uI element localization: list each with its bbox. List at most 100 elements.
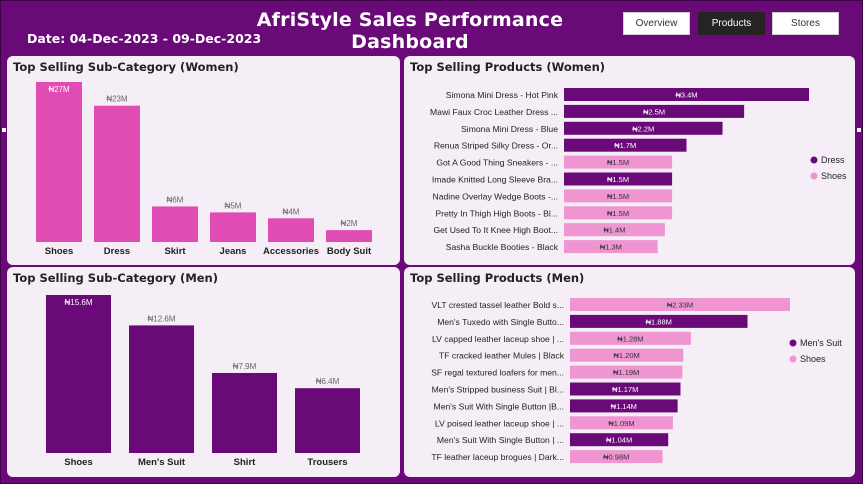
category-label: Jeans — [220, 246, 247, 257]
stores-button[interactable]: Stores — [772, 12, 839, 35]
data-label: ₦5M — [225, 201, 242, 210]
data-label: ₦15.6M — [64, 298, 92, 307]
legend-swatch — [789, 339, 797, 347]
legend-label: Shoes — [821, 171, 847, 181]
data-label: ₦6.4M — [316, 377, 340, 386]
data-label: ₦1.19M — [613, 368, 639, 377]
category-label: Men's Suit With Single Button |B... — [434, 401, 564, 411]
data-label: ₦23M — [106, 95, 128, 104]
category-label: LV poised leather laceup shoe | ... — [435, 418, 564, 428]
category-label: Nadine Overlay Wedge Boots -... — [433, 191, 558, 201]
data-label: ₦2.33M — [667, 301, 693, 310]
category-label: Sasha Buckle Booties - Black — [446, 242, 559, 252]
category-label: Dress — [104, 246, 130, 257]
data-label: ₦2.5M — [643, 107, 665, 116]
data-label: ₦0.98M — [603, 453, 629, 462]
legend-swatch — [810, 156, 818, 164]
data-label: ₦27M — [48, 85, 70, 94]
data-label: ₦4M — [283, 207, 300, 216]
bar — [564, 206, 673, 220]
bar — [129, 325, 194, 453]
men-subcategory-panel: Top Selling Sub-Category (Men) ₦15.6M Sho… — [7, 267, 400, 477]
category-label: Skirt — [164, 246, 186, 257]
category-label: LV capped leather laceup shoe | ... — [432, 334, 564, 344]
data-label: ₦1.3M — [600, 243, 622, 252]
bar — [570, 450, 663, 464]
page-edge-marker — [857, 128, 861, 132]
data-label: ₦1.7M — [614, 141, 636, 150]
data-label: ₦1.5M — [607, 175, 629, 184]
bar — [46, 295, 111, 453]
category-label: Shoes — [45, 246, 74, 257]
data-label: ₦1.5M — [607, 192, 629, 201]
category-label: Got A Good Thing Sneakers - ... — [436, 158, 558, 168]
bar — [570, 365, 683, 379]
category-label: Mawi Faux Croc Leather Dress ... — [430, 107, 558, 117]
bar — [326, 230, 372, 242]
category-label: TF cracked leather Mules | Black — [439, 351, 565, 361]
overview-button[interactable]: Overview — [623, 12, 690, 35]
page-edge-marker — [2, 128, 6, 132]
bar — [564, 189, 673, 203]
men-subcategory-chart: ₦15.6M Shoes ₦12.6M Men's Suit ₦7.9M Shirt ₦6.… — [46, 295, 360, 468]
bar — [36, 82, 82, 242]
bar — [212, 372, 277, 453]
men-products-panel: Top Selling Products (Men) ₦2.33M VLT cre… — [404, 267, 855, 477]
men-products-chart: ₦2.33M VLT crested tassel leather Bold s.… — [431, 298, 842, 464]
dashboard-title: AfriStyle Sales Performance Dashboard — [256, 9, 564, 53]
data-label: ₦1.17M — [612, 385, 638, 394]
data-label: ₦1.20M — [614, 351, 640, 360]
panel-title: Top Selling Sub-Category (Women) — [13, 60, 239, 74]
bar — [564, 104, 745, 118]
bar — [564, 172, 673, 186]
panel-title: Top Selling Products (Men) — [410, 271, 585, 285]
legend-label: Men's Suit — [800, 338, 842, 348]
bar — [295, 388, 360, 453]
data-label: ₦1.5M — [607, 158, 629, 167]
data-label: ₦1.4M — [603, 226, 625, 235]
bar — [564, 88, 809, 101]
category-label: Men's Stripped business Suit | Bl... — [432, 385, 564, 395]
women-products-chart: ₦3.4M Simona Mini Dress - Hot Pink ₦2.5M Ma… — [430, 88, 847, 254]
bar — [564, 155, 673, 169]
bar — [268, 218, 314, 242]
category-label: Simona Mini Dress - Hot Pink — [446, 90, 559, 100]
category-label: SF regal textured loafers for men... — [431, 368, 564, 378]
bar — [94, 105, 140, 242]
category-label: Pretty In Thigh High Boots - Bl... — [435, 208, 558, 218]
data-label: ₦2M — [341, 219, 358, 228]
legend-label: Dress — [821, 155, 845, 165]
bar — [210, 212, 256, 242]
women-products-panel: Top Selling Products (Women) ₦3.4M Simona… — [404, 56, 855, 265]
date-range: Date: 04-Dec-2023 - 09-Dec-2023 — [27, 31, 262, 46]
category-label: Body Suit — [327, 246, 372, 257]
bar — [564, 121, 723, 135]
category-label: Imade Knitted Long Sleeve Bra... — [432, 175, 558, 185]
bar — [570, 331, 691, 345]
category-label: Men's Tuxedo with Single Butto... — [437, 317, 564, 327]
legend-swatch — [789, 355, 797, 363]
bar — [152, 206, 198, 242]
products-button[interactable]: Products — [698, 12, 765, 35]
data-label: ₦1.28M — [617, 334, 643, 343]
category-label: Renua Striped Silky Dress - Or... — [434, 141, 558, 151]
bar — [570, 298, 790, 311]
data-label: ₦1.04M — [606, 436, 632, 445]
bar — [570, 416, 673, 430]
category-label: Men's Suit With Single Button | ... — [437, 435, 564, 445]
panel-title: Top Selling Products (Women) — [410, 60, 606, 74]
women-subcategory-chart: ₦27M Shoes ₦23M Dress ₦6M Skirt ₦5M Jeans ₦4M Acc… — [36, 82, 372, 257]
data-label: ₦1.5M — [607, 209, 629, 218]
category-label: Shoes — [64, 457, 93, 468]
data-label: ₦12.6M — [147, 314, 175, 323]
panel-title: Top Selling Sub-Category (Men) — [13, 271, 219, 285]
data-label: ₦1.14M — [611, 402, 637, 411]
data-label: ₦1.09M — [608, 419, 634, 428]
category-label: TF leather laceup brogues | Dark... — [431, 452, 564, 462]
category-label: VLT crested tassel leather Bold s... — [432, 300, 564, 310]
category-label: Accessories — [263, 246, 319, 257]
data-label: ₦7.9M — [233, 362, 257, 371]
category-label: Trousers — [307, 457, 347, 468]
bar — [570, 348, 684, 362]
category-label: Get Used To It Knee High Boot... — [433, 225, 558, 235]
